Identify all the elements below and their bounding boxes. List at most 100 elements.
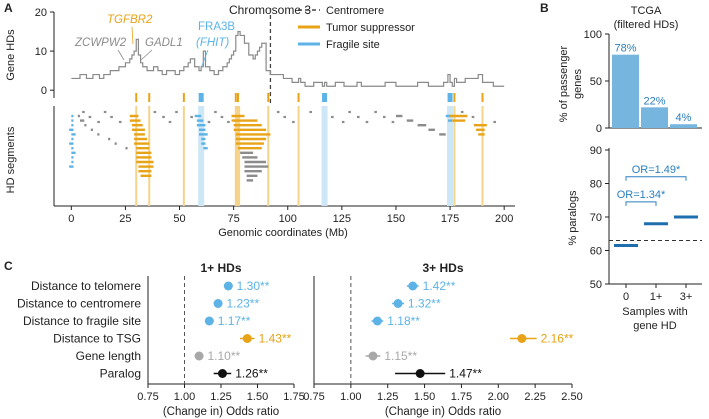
b-bottom-ytick-label-0: 50 bbox=[590, 279, 602, 291]
c-subplot-0-label-0: 1.30** bbox=[237, 279, 270, 293]
c-subplot-0-xtick-label-0: 0.75 bbox=[137, 391, 158, 403]
a-bottom-xtick-label-2: 50 bbox=[173, 213, 185, 225]
c-subplot-1-xtick-label-5: 2.00 bbox=[488, 391, 509, 403]
c-subplot-0-label-1: 1.23** bbox=[226, 297, 259, 311]
b-top-ytick-label-0: 0 bbox=[596, 123, 602, 135]
panel-b-bottom: % paralogs 50 60 70 80 90 OR=1.34* OR=1.49* 0… bbox=[567, 145, 702, 332]
a-bottom-tsg-band-7 bbox=[453, 106, 456, 206]
c-subplot-1-label-4: 1.15** bbox=[384, 349, 417, 363]
a-top-annotation-4: (FHIT) bbox=[196, 37, 229, 49]
a-bottom-xtick-label-5: 125 bbox=[333, 213, 351, 225]
a-bottom-tsg-band-5 bbox=[267, 106, 270, 206]
c-subplot-1-label-5: 1.47** bbox=[449, 367, 482, 381]
b-bottom-xtick-label-2: 3+ bbox=[680, 291, 693, 303]
a-legend: Centromere Tumor suppressor Fragile site bbox=[298, 5, 415, 51]
b-bottom-marks: OR=1.34* OR=1.49* bbox=[609, 164, 702, 247]
a-bottom-guides bbox=[135, 106, 484, 206]
c-subplot-title-0: 1+ HDs bbox=[200, 261, 241, 275]
c-subplot-title-1: 3+ HDs bbox=[422, 261, 463, 275]
legend-label-tsg: Tumor suppressor bbox=[326, 22, 415, 34]
c-row-label-3: Distance to TSG bbox=[53, 332, 141, 346]
b-bottom-ylabel: % paralogs bbox=[567, 190, 579, 246]
panel-c-letter: C bbox=[4, 259, 13, 273]
a-bottom-tsg-band-6 bbox=[297, 106, 300, 206]
b-top-bar-2 bbox=[670, 124, 697, 128]
c-subplot-0-label-2: 1.17** bbox=[218, 314, 251, 328]
a-top-annotation-leader-0 bbox=[117, 49, 125, 61]
c-subplot-xlabel-0: (Change in) Odds ratio bbox=[163, 406, 279, 418]
b-top-yticks: 0 50 100 bbox=[584, 29, 609, 135]
c-subplot-1-point-0 bbox=[408, 281, 418, 291]
c-row-label-5: Paralog bbox=[100, 367, 141, 381]
b-top-ytick-label-2: 100 bbox=[584, 29, 602, 41]
a-bottom-fragile-band-0 bbox=[198, 106, 205, 206]
c-subplot-0-xtick-label-2: 1.25 bbox=[210, 391, 231, 403]
a-top-ytick-label-1: 10 bbox=[35, 46, 47, 58]
panel-a-bottom: HD segments 0 25 50 75 100 125 150 175 200 Genom… bbox=[5, 106, 515, 239]
b-bottom-xticks: 0 1+ 3+ bbox=[623, 284, 692, 303]
a-top-fragile-mark-2 bbox=[447, 93, 453, 102]
b-bottom-xlabel-line-2: gene HD bbox=[633, 320, 676, 332]
a-top-fragile-mark-0 bbox=[198, 93, 204, 102]
a-top-ytick-label-0: 0 bbox=[41, 85, 47, 97]
a-top-yticks: 0 10 20 bbox=[35, 7, 54, 97]
a-top-ylabel: Gene HDs bbox=[5, 29, 17, 81]
a-top-gene-hd-line bbox=[71, 30, 505, 87]
b-top-bar-1 bbox=[641, 107, 668, 128]
a-bottom-segments bbox=[69, 110, 496, 182]
b-bottom-ytick-label-1: 60 bbox=[590, 246, 602, 258]
c-subplot-1-label-3: 2.16** bbox=[541, 332, 574, 346]
c-subplot-1-point-4 bbox=[368, 351, 378, 361]
b-title-line-1: TCGA bbox=[631, 5, 662, 17]
a-bottom-xtick-label-8: 200 bbox=[495, 213, 513, 225]
c-subplot-1-xtick-label-4: 1.75 bbox=[451, 391, 472, 403]
c-subplot-1-xtick-label-1: 1.00 bbox=[340, 391, 361, 403]
c-subplot-0-point-5 bbox=[217, 369, 227, 378]
panel-a-letter: A bbox=[4, 1, 13, 15]
b-bottom-yticks: 50 60 70 80 90 bbox=[590, 145, 609, 291]
c-subplot-1-xtick-label-3: 1.50 bbox=[414, 391, 435, 403]
b-top-ytick-label-1: 50 bbox=[590, 76, 602, 88]
c-subplot-0-point-0 bbox=[223, 281, 233, 291]
a-bottom-xticks: 0 25 50 75 100 125 150 175 200 bbox=[68, 206, 513, 225]
a-top-annotations: ZCWPW2 TGFBR2 GADL1 FRA3B (FHIT) bbox=[74, 14, 235, 69]
c-subplot-0-point-1 bbox=[213, 299, 223, 308]
c-subplot-xlabel-1: (Change in) Odds ratio bbox=[385, 406, 501, 418]
c-subplot-1-label-0: 1.42** bbox=[423, 279, 456, 293]
a-bottom-ylabel: HD segments bbox=[5, 126, 17, 193]
b-bottom-ytick-label-2: 70 bbox=[590, 212, 602, 224]
c-subplot-0-point-3 bbox=[242, 334, 252, 343]
a-bottom-xtick-label-6: 150 bbox=[387, 213, 405, 225]
a-bottom-tsg-band-0 bbox=[135, 106, 138, 206]
b-bottom-bracket-0 bbox=[625, 201, 657, 206]
a-top-series bbox=[71, 30, 505, 87]
c-subplot-1-xtick-label-0: 0.75 bbox=[303, 391, 324, 403]
legend-label-centromere: Centromere bbox=[326, 5, 384, 17]
c-row-label-0: Distance to telomere bbox=[31, 279, 141, 293]
b-top-ylabel-line-2: genes bbox=[572, 69, 584, 99]
b-bottom-bracket-label-0: OR=1.34* bbox=[617, 189, 666, 201]
a-bottom-tsg-band-8 bbox=[481, 106, 484, 206]
c-subplot-1-point-5 bbox=[415, 369, 425, 378]
b-bottom-xlabel-line-1: Samples with bbox=[622, 306, 687, 318]
a-top-annotation-2: GADL1 bbox=[145, 37, 183, 49]
panel-b-top: % of passenger genes 0 50 100 78% 22% 4% bbox=[558, 29, 702, 135]
a-bottom-fragile-band-1 bbox=[321, 106, 328, 206]
a-bottom-tsg-band-2 bbox=[182, 106, 185, 206]
a-top-annotation-leader-2 bbox=[140, 49, 153, 61]
a-bottom-xtick-label-0: 0 bbox=[68, 213, 74, 225]
c-subplot-1-xtick-label-6: 2.25 bbox=[524, 391, 545, 403]
a-bottom-tsg-wide-band-0 bbox=[235, 106, 241, 206]
c-subplot-0-xtick-label-4: 1.75 bbox=[283, 391, 304, 403]
c-row-label-4: Gene length bbox=[76, 349, 141, 363]
b-top-bar-label-0: 78% bbox=[614, 43, 636, 55]
b-bottom-bracket-1 bbox=[625, 176, 687, 181]
a-top-ytick-label-2: 20 bbox=[35, 7, 47, 19]
b-bottom-ytick-label-3: 80 bbox=[590, 179, 602, 191]
a-top-guides bbox=[135, 8, 484, 104]
c-subplot-0-xtick-label-3: 1.50 bbox=[247, 391, 268, 403]
c-row-label-2: Distance to fragile site bbox=[23, 314, 141, 328]
c-subplot-0-xtick-label-1: 1.00 bbox=[174, 391, 195, 403]
c-subplot-1plus: 1+ HDs 0.75 1.00 1.25 1.50 1.75 (Change in) Od… bbox=[137, 261, 304, 418]
